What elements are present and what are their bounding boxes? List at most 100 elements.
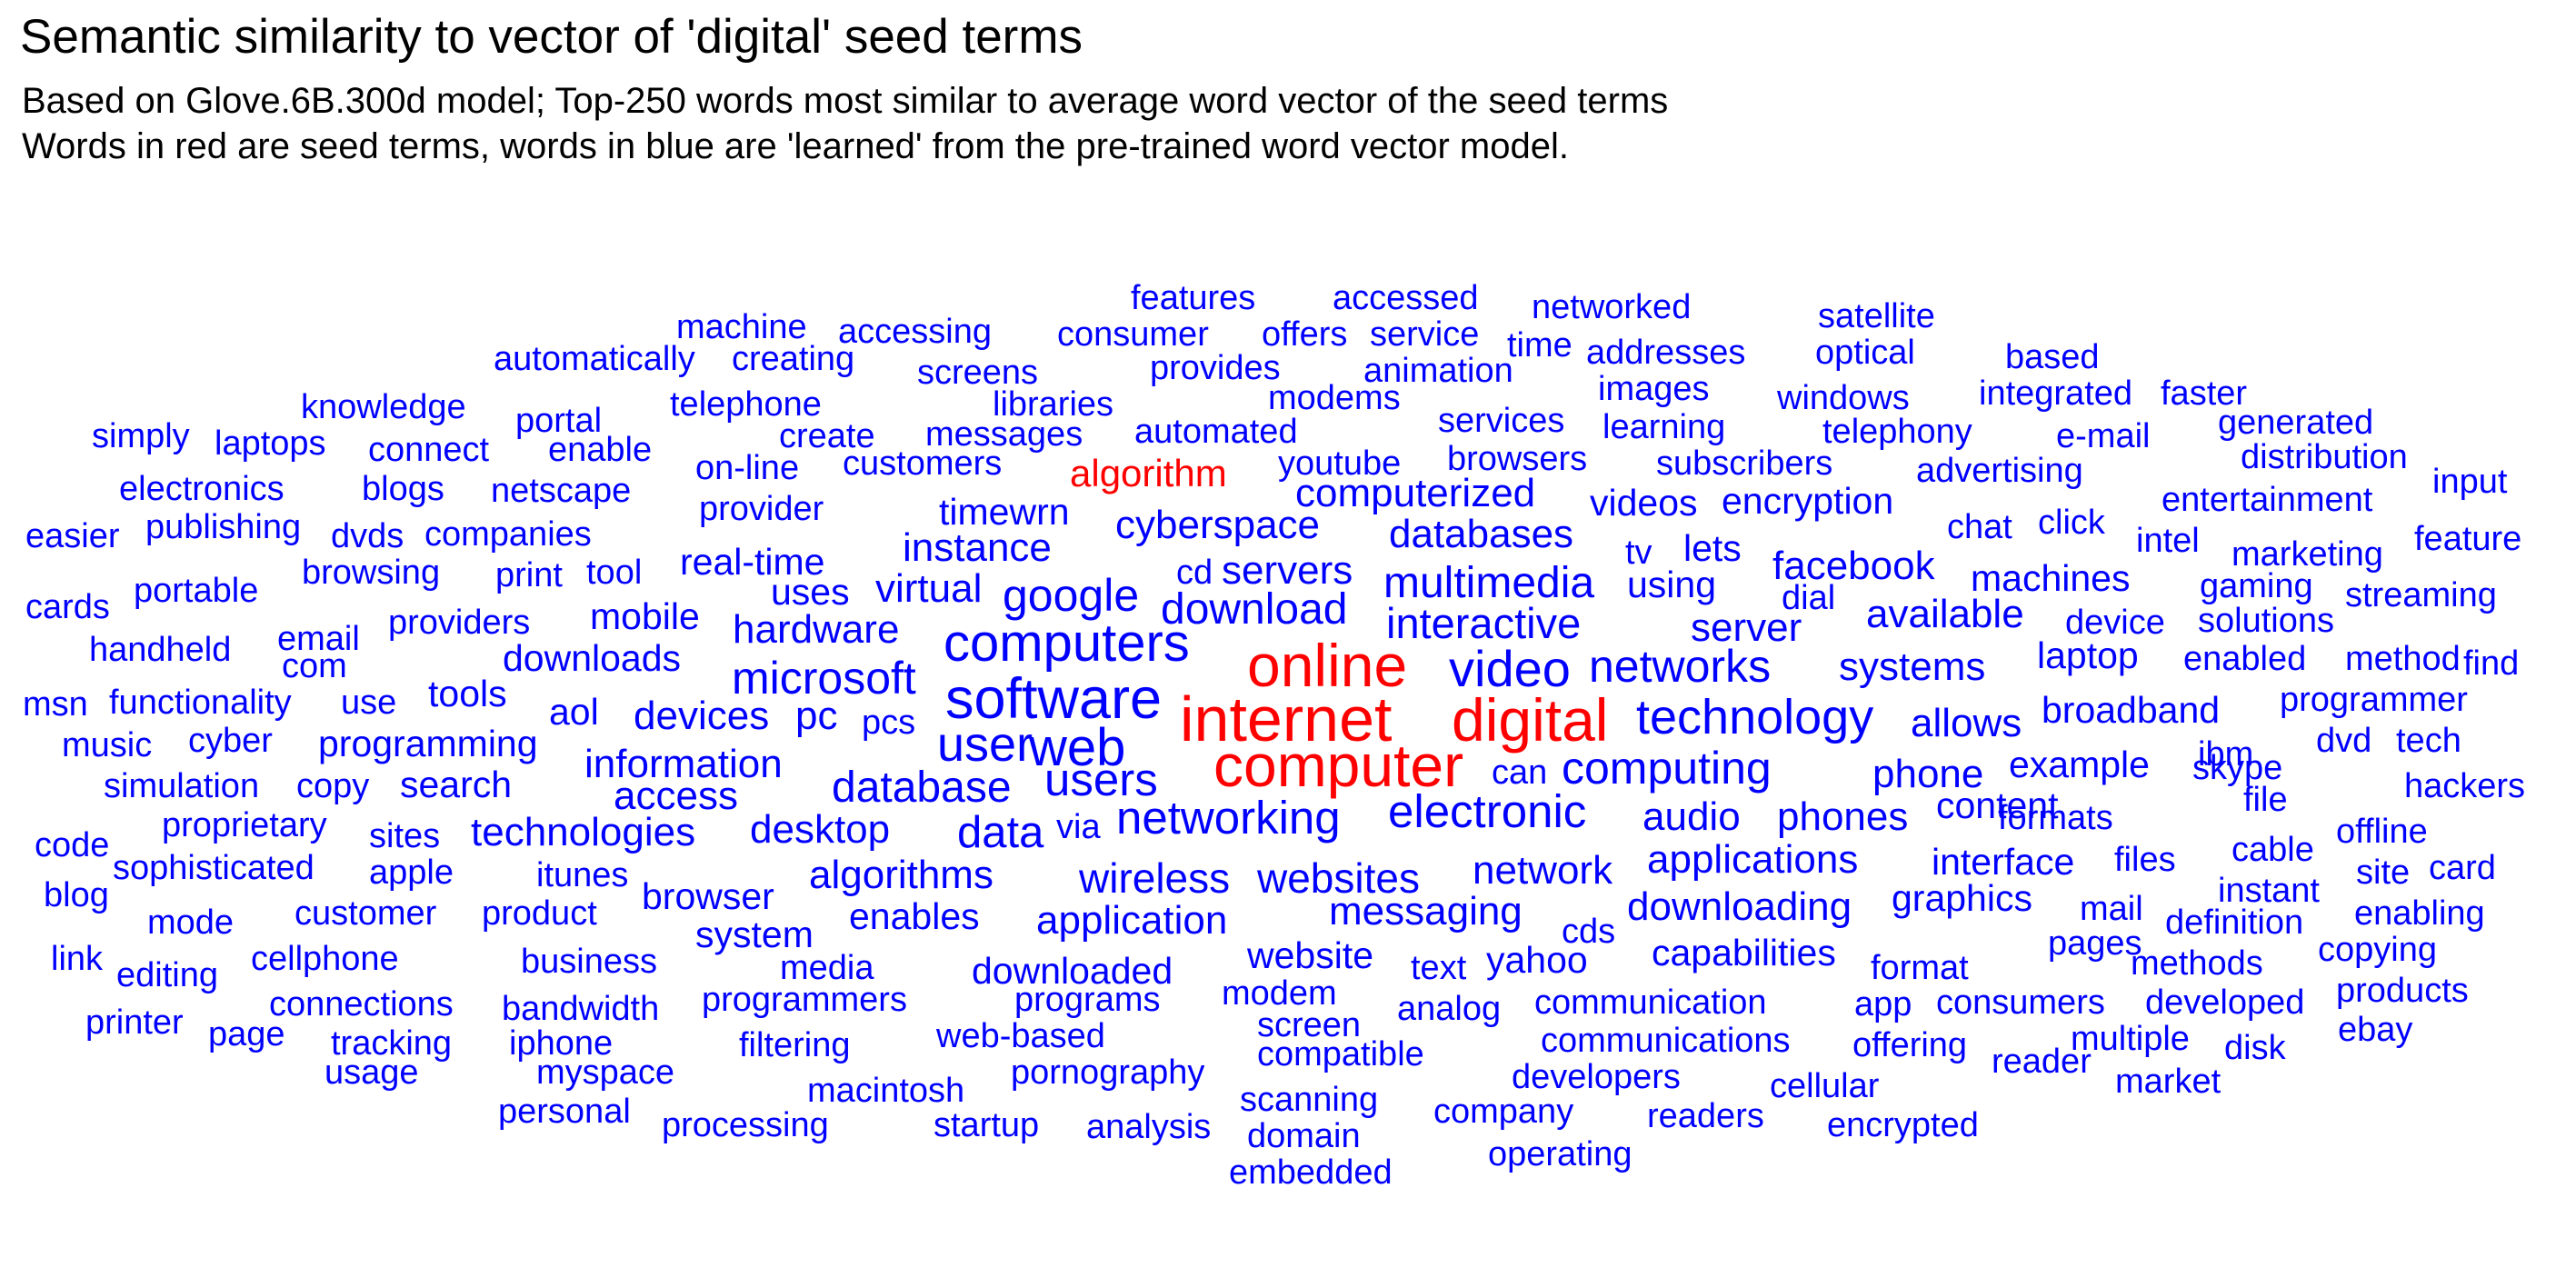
word-code: code (35, 826, 109, 864)
word-available: available (1866, 592, 2024, 636)
word-pornography: pornography (1011, 1053, 1204, 1092)
word-laptop: laptop (2037, 634, 2139, 676)
word-youtube: youtube (1278, 444, 1401, 483)
word-instant: instant (2218, 872, 2320, 910)
word-using: using (1627, 564, 1716, 605)
word-format: format (1871, 949, 1969, 987)
word-real-time: real-time (680, 541, 824, 583)
word-feature: feature (2414, 520, 2521, 558)
word-click: click (2038, 504, 2106, 542)
word-accessing: accessing (838, 313, 992, 351)
word-devices: devices (634, 694, 769, 738)
word-products: products (2336, 972, 2469, 1010)
word-network: network (1473, 848, 1613, 893)
word-user: user (937, 717, 1033, 772)
word-generated: generated (2218, 404, 2373, 442)
word-optical: optical (1815, 334, 1915, 372)
word-companies: companies (424, 515, 592, 554)
word-telephony: telephony (1822, 413, 1972, 451)
word-easier: easier (25, 517, 120, 555)
word-web: web (1028, 718, 1125, 777)
word-mode: mode (147, 904, 234, 942)
word-networking: networking (1116, 792, 1341, 844)
word-computerized: computerized (1295, 471, 1535, 515)
word-tech: tech (2396, 722, 2461, 760)
word-tracking: tracking (331, 1024, 452, 1063)
word-allows: allows (1911, 701, 2022, 745)
word-on-line: on-line (695, 449, 799, 487)
word-technology: technology (1636, 690, 1873, 744)
word-modems: modems (1268, 379, 1401, 417)
word-media: media (780, 949, 874, 987)
word-timewrn: timewrn (939, 491, 1070, 533)
word-device: device (2065, 604, 2165, 642)
word-connections: connections (269, 985, 454, 1023)
word-processing: processing (662, 1106, 829, 1144)
word-email: email (277, 620, 360, 658)
word-developers: developers (1512, 1058, 1681, 1096)
word-videos: videos (1590, 482, 1698, 524)
word-company: company (1433, 1093, 1573, 1131)
word-proprietary: proprietary (162, 806, 327, 844)
word-cards: cards (25, 588, 110, 626)
word-encryption: encryption (1722, 480, 1893, 522)
word-time: time (1507, 326, 1573, 364)
word-access: access (614, 774, 738, 818)
word-find: find (2463, 644, 2519, 683)
word-sites: sites (369, 817, 440, 855)
word-card: card (2429, 849, 2496, 887)
word-solutions: solutions (2198, 602, 2334, 640)
word-users: users (1044, 754, 1158, 805)
word-link: link (51, 940, 104, 978)
word-server: server (1691, 605, 1802, 650)
word-music: music (62, 726, 152, 764)
word-search: search (400, 764, 512, 805)
word-information: information (584, 742, 783, 786)
word-faster: faster (2161, 374, 2247, 413)
word-methods: methods (2131, 944, 2263, 983)
word-algorithms: algorithms (809, 853, 993, 897)
word-copying: copying (2318, 931, 2437, 969)
word-computing: computing (1562, 743, 1772, 794)
word-publishing: publishing (145, 508, 301, 546)
word-audio: audio (1642, 794, 1741, 839)
word-formats: formats (1998, 799, 2113, 837)
word-compatible: compatible (1257, 1035, 1424, 1073)
word-online: online (1247, 632, 1407, 699)
word-handheld: handheld (89, 631, 231, 669)
word-app: app (1854, 985, 1912, 1023)
word-communications: communications (1541, 1022, 1791, 1060)
word-pc: pc (795, 694, 837, 738)
word-multimedia: multimedia (1383, 559, 1594, 607)
word-blog: blog (44, 876, 109, 914)
word-cellphone: cellphone (251, 940, 399, 978)
word-networks: networks (1589, 641, 1771, 692)
word-modem: modem (1222, 974, 1337, 1013)
word-screens: screens (917, 354, 1038, 392)
word-files: files (2114, 841, 2176, 879)
word-downloaded: downloaded (972, 950, 1173, 992)
word-intel: intel (2136, 522, 2200, 560)
word-readers: readers (1647, 1097, 1764, 1135)
word-website: website (1246, 934, 1373, 976)
word-use: use (341, 684, 396, 722)
word-electronic: electronic (1388, 785, 1586, 837)
word-windows: windows (1776, 379, 1910, 417)
word-input: input (2432, 463, 2508, 501)
word-instance: instance (903, 525, 1052, 570)
word-uses: uses (771, 571, 850, 613)
word-simply: simply (92, 417, 190, 455)
word-pcs: pcs (862, 704, 915, 742)
word-portal: portal (515, 402, 602, 440)
word-developed: developed (2145, 983, 2304, 1022)
word-software: software (945, 667, 1162, 731)
word-screen: screen (1257, 1006, 1361, 1044)
word-providers: providers (388, 604, 530, 642)
word-create: create (779, 417, 875, 455)
word-facebook: facebook (1772, 544, 1936, 588)
word-content: content (1936, 784, 2059, 826)
word-myspace: myspace (536, 1053, 674, 1092)
word-download: download (1161, 585, 1348, 634)
word-market: market (2115, 1063, 2222, 1101)
word-multiple: multiple (2071, 1020, 2190, 1058)
